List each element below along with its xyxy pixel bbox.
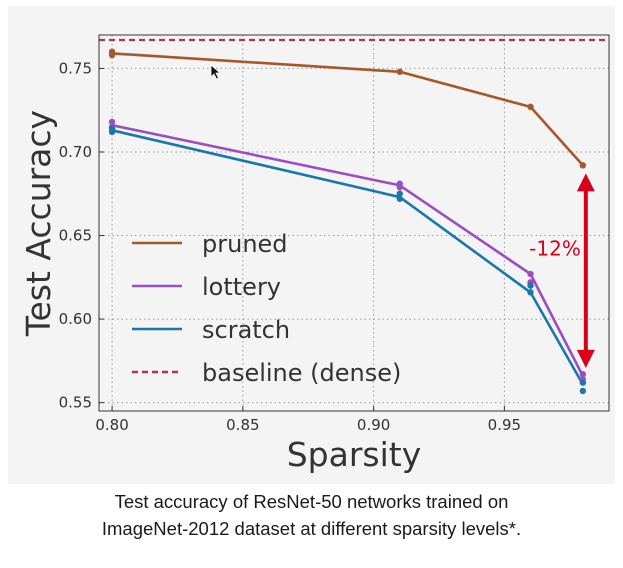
data-point-scratch <box>527 289 534 296</box>
series-line-lottery <box>111 123 584 377</box>
data-point-scratch <box>396 195 403 202</box>
caption-line-1: Test accuracy of ResNet-50 networks trai… <box>114 491 509 512</box>
line-chart: 0.80 0.85 0.90 0.95 0.55 0.60 0.65 0.70 0.75 pru… <box>19 34 610 474</box>
x-tick-label: 0.95 <box>488 416 521 434</box>
legend-label: baseline (dense) <box>202 359 401 387</box>
legend-label: scratch <box>202 316 290 344</box>
y-tick-label: 0.60 <box>59 310 92 328</box>
data-point-pruned <box>108 51 116 59</box>
chart-panel: 0.80 0.85 0.90 0.95 0.55 0.60 0.65 0.70 0.75 pru… <box>8 6 615 484</box>
data-point-lottery <box>108 118 116 126</box>
data-point-pruned <box>579 162 587 169</box>
caption-line-2: ImageNet-2012 dataset at different spars… <box>101 518 522 539</box>
annotation-arrowhead-down <box>576 349 595 368</box>
data-point-pruned <box>396 68 403 75</box>
data-point-scratch <box>396 190 403 197</box>
series-line-pruned <box>112 52 584 167</box>
x-tick-label: 0.90 <box>357 416 390 434</box>
plot-frame <box>98 34 610 412</box>
x-tick-label: 0.80 <box>95 416 128 434</box>
data-point-lottery <box>396 183 403 191</box>
annotation: -12% <box>529 173 595 368</box>
data-point-scratch <box>579 379 587 386</box>
data-point-scratch <box>579 387 587 395</box>
legend-label: pruned <box>202 230 288 258</box>
y-axis-label: Test Accuracy <box>19 110 58 337</box>
data-point-lottery <box>579 371 587 378</box>
x-tick-label: 0.85 <box>226 416 259 434</box>
y-tick-label: 0.55 <box>59 394 92 412</box>
y-tick-label: 0.70 <box>59 143 92 161</box>
data-point-lottery <box>527 270 534 278</box>
annotation-arrowhead-up <box>576 173 595 192</box>
axis-ticks: 0.80 0.85 0.90 0.95 0.55 0.60 0.65 0.70 0.75 <box>59 59 521 434</box>
series-line-scratch <box>111 129 584 385</box>
data-point-scratch <box>527 282 534 289</box>
y-tick-label: 0.75 <box>59 59 92 77</box>
x-axis-label: Sparsity <box>287 435 422 474</box>
grid <box>99 35 609 411</box>
legend-label: lottery <box>202 273 281 301</box>
legend: pruned lottery scratch baseline (dense) <box>132 230 401 387</box>
mouse-pointer-icon <box>210 64 222 80</box>
data-point-pruned <box>527 103 534 111</box>
series-points <box>108 48 587 395</box>
y-tick-label: 0.65 <box>59 227 92 245</box>
annotation-label: -12% <box>529 237 581 261</box>
figure-caption: Test accuracy of ResNet-50 networks trai… <box>0 488 623 542</box>
data-point-scratch <box>108 128 116 136</box>
series-lines <box>99 38 609 385</box>
